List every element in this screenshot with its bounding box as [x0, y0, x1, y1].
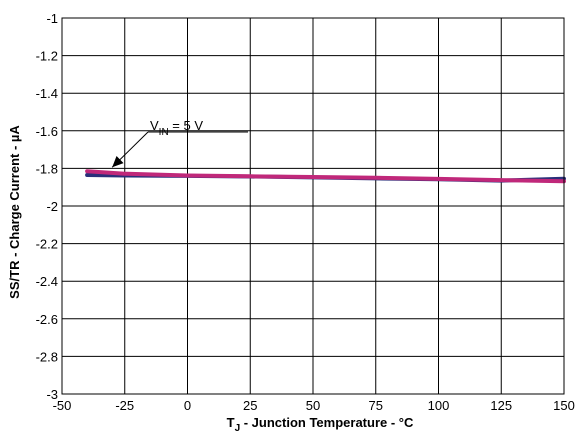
x-tick-label: -25: [115, 398, 134, 413]
y-tick-label: -2.4: [36, 274, 58, 289]
series-line-2: [85, 169, 566, 184]
y-tick-label: -3: [46, 387, 58, 402]
grid: [61, 17, 565, 395]
x-axis-label-main: T: [227, 415, 235, 430]
y-tick-label: -1.2: [36, 49, 58, 64]
y-tick-label: -1.6: [36, 124, 58, 139]
x-axis-label-rest: - Junction Temperature - °C: [240, 415, 414, 430]
annotation-rest: = 5 V: [169, 118, 204, 133]
x-tick-label: 150: [553, 398, 575, 413]
y-tick-label: -2.2: [36, 237, 58, 252]
x-tick-labels: -50 -25 0 25 50 75 100 125 150: [53, 398, 575, 413]
annotation: VIN = 5 V: [111, 118, 248, 168]
annotation-main: V: [150, 118, 159, 133]
y-tick-label: -1.4: [36, 86, 58, 101]
y-tick-labels: -1 -1.2 -1.4 -1.6 -1.8 -2 -2.2 -2.4 -2.6 -2.8 -3: [36, 11, 58, 402]
y-tick-label: -1: [46, 11, 58, 26]
annotation-arrowhead: [112, 155, 124, 168]
y-tick-label: -1.8: [36, 161, 58, 176]
x-tick-label: 0: [184, 398, 191, 413]
annotation-label: VIN = 5 V: [150, 118, 203, 138]
x-tick-label: 125: [490, 398, 512, 413]
plot-frame: [61, 17, 565, 395]
y-tick-label: -2.8: [36, 349, 58, 364]
x-tick-label: 25: [243, 398, 257, 413]
y-axis-label: SS/TR - Charge Current - µA: [7, 125, 22, 299]
x-tick-label: 50: [306, 398, 320, 413]
y-tick-label: -2.6: [36, 312, 58, 327]
x-axis-label-sub: J: [235, 423, 241, 434]
x-tick-label: -50: [53, 398, 72, 413]
x-tick-label: 100: [428, 398, 450, 413]
x-tick-label: 75: [369, 398, 383, 413]
series-layer: [85, 169, 566, 184]
y-tick-label: -2: [46, 199, 58, 214]
x-axis-label: TJ - Junction Temperature - °C: [227, 415, 414, 434]
